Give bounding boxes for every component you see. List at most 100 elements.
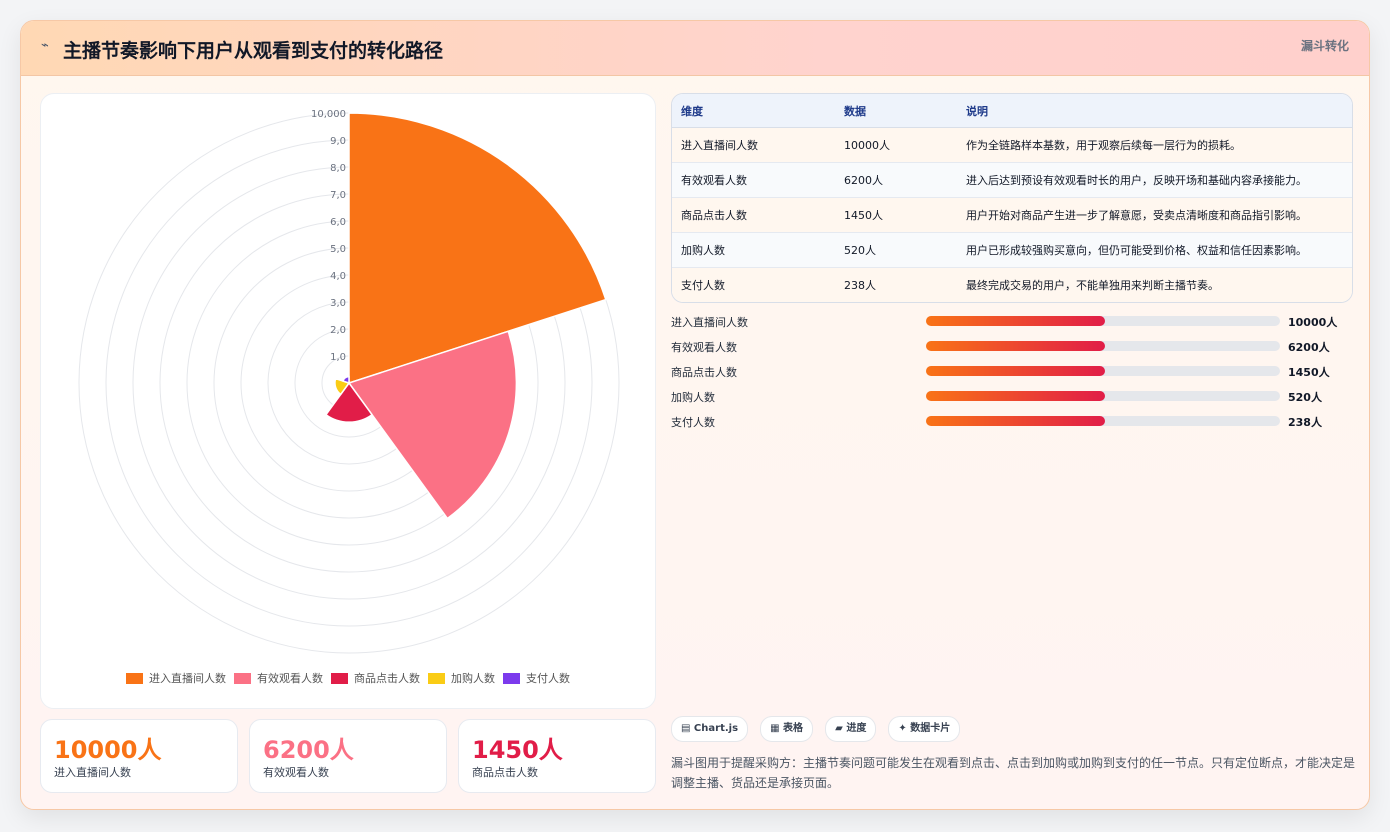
stat-value: 10000人 [54,736,162,764]
legend-item[interactable]: 有效观看人数 [234,670,323,686]
r-tick-label: 6,0 [330,217,346,228]
polar-slice-2 [347,330,518,520]
r-tick-label: 2,0 [330,325,346,336]
r-tick-label: 5,0 [330,244,346,255]
r-tick-label: 3,0 [330,298,346,309]
chart-legend: 进入直播间人数 有效观看人数 商品点击人数 加购人数 支付人数 [41,670,655,686]
cell-data: 1450人 [835,197,957,233]
progress-label: 支付人数 [671,416,715,429]
cell-description: 用户开始对商品产生进一步了解意愿，受卖点清晰度和商品指引影响。 [957,197,1352,233]
progress-value: 1450人 [1288,366,1330,379]
progress-row: 支付人数 238人 [671,412,1351,437]
table-row: 进入直播间人数 10000人 作为全链路样本基数，用于观察后续每一层行为的损耗。 [672,127,1352,163]
cell-description: 用户已形成较强购买意向，但仍可能受到价格、权益和信任因素影响。 [957,232,1352,268]
polar-slice-1 [348,112,607,385]
chip-chartjs[interactable]: ▤ Chart.js [671,716,749,742]
pulse-icon: ⌁ [41,38,49,53]
legend-label: 商品点击人数 [354,672,420,685]
progress-value: 10000人 [1288,316,1338,329]
legend-item[interactable]: 进入直播间人数 [126,670,226,686]
progress-value: 520人 [1288,391,1322,404]
cell-dimension: 有效观看人数 [672,162,835,198]
stat-card-watched: 6200人 有效观看人数 [249,719,447,793]
chip-progress[interactable]: ▰ 进度 [825,716,877,742]
progress-fill [926,366,1105,376]
progress-track [926,416,1280,426]
cell-dimension: 支付人数 [672,267,835,302]
table-row: 有效观看人数 6200人 进入后达到预设有效观看时长的用户，反映开场和基础内容承… [672,162,1352,198]
progress-row: 有效观看人数 6200人 [671,337,1351,362]
progress-label: 有效观看人数 [671,341,737,354]
legend-item[interactable]: 加购人数 [428,670,495,686]
progress-track [926,316,1280,326]
column-header-description: 说明 [957,94,1352,128]
legend-item[interactable]: 支付人数 [503,670,570,686]
table-row: 商品点击人数 1450人 用户开始对商品产生进一步了解意愿，受卖点清晰度和商品指… [672,197,1352,233]
progress-track [926,366,1280,376]
r-tick-label: 4,0 [330,271,346,282]
r-tick-label: 9,0 [330,136,346,147]
footnote-text: 漏斗图用于提醒采购方：主播节奏问题可能发生在观看到点击、点击到加购或加购到支付的… [671,756,1356,790]
table-row: 加购人数 520人 用户已形成较强购买意向，但仍可能受到价格、权益和信任因素影响… [672,232,1352,268]
cell-data: 238人 [835,267,957,302]
chip-data-card[interactable]: ✦ 数据卡片 [888,716,961,742]
r-tick-label: 10,000 [311,109,346,120]
polar-area-chart: 1,0 2,0 3,0 4,0 5,0 6,0 7,0 8,0 9,0 10,000 [78,109,620,654]
cell-data: 520人 [835,232,957,268]
column-header-data: 数据 [835,94,957,128]
progress-track [926,341,1280,351]
legend-swatch [126,673,143,684]
chip-table[interactable]: ▦ 表格 [760,716,814,742]
r-tick-label: 1,0 [330,352,346,363]
cell-description: 作为全链路样本基数，用于观察后续每一层行为的损耗。 [957,127,1352,163]
dashboard-card: ⌁ 主播节奏影响下用户从观看到支付的转化路径 漏斗转化 1,0 2,0 3,0 4,0… [20,20,1370,810]
column-header-dimension: 维度 [672,94,835,128]
progress-fill [926,316,1105,326]
legend-swatch [428,673,445,684]
r-tick-label: 8,0 [330,163,346,174]
cell-data: 10000人 [835,127,957,163]
legend-swatch [331,673,348,684]
progress-fill [926,416,1105,426]
header-bar: ⌁ 主播节奏影响下用户从观看到支付的转化路径 漏斗转化 [21,21,1369,76]
cell-data: 6200人 [835,162,957,198]
cell-dimension: 商品点击人数 [672,197,835,233]
stat-value: 1450人 [472,736,563,764]
category-tag: 漏斗转化 [1300,39,1349,53]
polar-slice-3 [324,381,374,423]
stat-label: 有效观看人数 [263,766,329,779]
progress-row: 商品点击人数 1450人 [671,362,1351,387]
legend-label: 加购人数 [451,672,495,685]
stat-label: 商品点击人数 [472,766,538,779]
progress-row: 加购人数 520人 [671,387,1351,412]
progress-track [926,391,1280,401]
progress-label: 加购人数 [671,391,715,404]
stat-label: 进入直播间人数 [54,766,131,779]
legend-swatch [503,673,520,684]
legend-item[interactable]: 商品点击人数 [331,670,420,686]
progress-value: 238人 [1288,416,1322,429]
legend-label: 支付人数 [526,672,570,685]
legend-label: 有效观看人数 [257,672,323,685]
polar-chart-panel: 1,0 2,0 3,0 4,0 5,0 6,0 7,0 8,0 9,0 10,000 进入直播间人… [40,93,656,709]
stat-value: 6200人 [263,736,354,764]
stat-card-entered: 10000人 进入直播间人数 [40,719,238,793]
progress-fill [926,391,1105,401]
legend-swatch [234,673,251,684]
progress-fill [926,341,1105,351]
legend-label: 进入直播间人数 [149,672,226,685]
page-title: 主播节奏影响下用户从观看到支付的转化路径 [63,40,444,62]
polar-slice-5 [341,375,350,385]
progress-label: 进入直播间人数 [671,316,748,329]
cell-dimension: 进入直播间人数 [672,127,835,163]
cell-dimension: 加购人数 [672,232,835,268]
table-row: 支付人数 238人 最终完成交易的用户，不能单独用来判断主播节奏。 [672,267,1352,302]
cell-description: 最终完成交易的用户，不能单独用来判断主播节奏。 [957,267,1352,302]
progress-value: 6200人 [1288,341,1330,354]
stat-card-clicked: 1450人 商品点击人数 [458,719,656,793]
progress-row: 进入直播间人数 10000人 [671,312,1351,337]
table-header-row: 维度 数据 说明 [672,94,1352,128]
r-tick-label: 7,0 [330,190,346,201]
cell-description: 进入后达到预设有效观看时长的用户，反映开场和基础内容承接能力。 [957,162,1352,198]
progress-list: 进入直播间人数 10000人 有效观看人数 6200人 商品点击人数 1450人… [671,312,1351,437]
